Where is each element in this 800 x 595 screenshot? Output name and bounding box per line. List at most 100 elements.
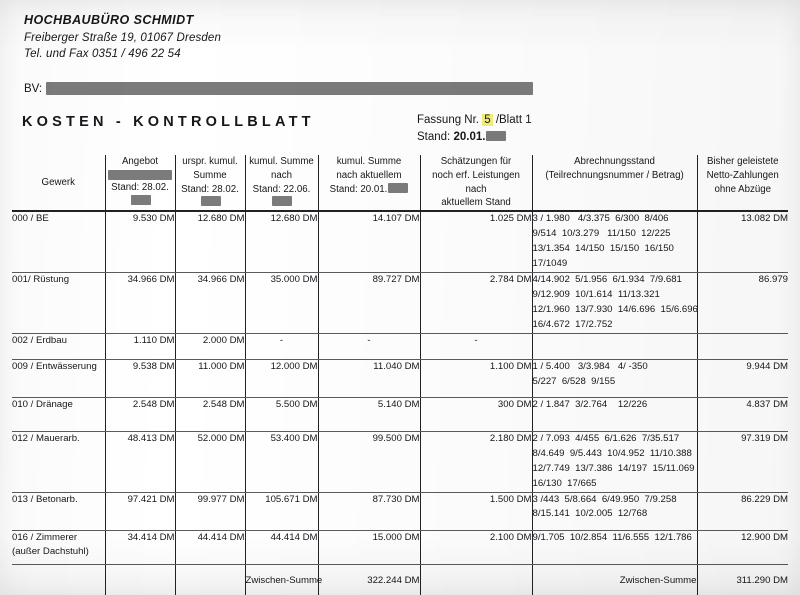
page-title: KOSTEN - KONTROLLBLATT	[22, 114, 315, 130]
kumul-nach-stand-year-redaction	[272, 196, 292, 207]
col-header-schaetzungen: Schätzungen für noch erf. Leistungen nac…	[419, 155, 533, 213]
cell-netto-zahlungen: 9.944 DM	[696, 359, 788, 398]
company-address: Freiberger Straße 19, 01067 Dresden	[24, 31, 222, 44]
cell-kumul-nach: 5.500 DM	[244, 397, 319, 432]
table-row: 016 / Zimmerer (außer Dachstuhl) 34.414 DM…	[12, 530, 788, 565]
cell-kumul-aktuell: 11.040 DM	[317, 359, 421, 398]
cell-angebot: 34.414 DM	[104, 530, 176, 565]
col-header-angebot-stand: Stand: 28.02.	[111, 181, 169, 193]
cell-schaetzungen: 2.100 DM	[419, 530, 533, 565]
cell-kumul-nach: 53.400 DM	[244, 431, 319, 493]
fassung-block: Fassung Nr. 5 /Blatt 1 Stand: 20.01.	[417, 112, 532, 147]
gewerk-label: 012 / Mauerarb.	[12, 432, 80, 444]
col-header-urspr-kumul-stand: Stand: 28.02.	[181, 183, 239, 195]
stand-label: Stand:	[417, 131, 451, 144]
gewerk-label: 009 / Entwässerung	[12, 360, 97, 372]
col-header-abrechnungsstand: Abrechnungsstand (Teilrechnungsnummer / …	[531, 155, 698, 213]
table-header: Gewerk Angebot Stand: 28.02. urspr. kumu…	[12, 155, 788, 213]
letterhead: HOCHBAUBÜRO SCHMIDT Freiberger Straße 19…	[24, 12, 221, 62]
table-row: 002 / Erdbau 1.110 DM 2.000 DM - - -	[12, 333, 788, 360]
cell-abrechnungsstand: 9/1.705 10/2.854 11/6.555 12/1.786	[531, 530, 698, 565]
cell-abrechnungsstand: 2 / 7.093 4/455 6/1.626 7/35.517 8/4.649 …	[531, 431, 698, 493]
stand-value: 20.01.	[453, 131, 486, 144]
cell-angebot: 34.966 DM	[104, 272, 176, 334]
cell-netto-zahlungen: 4.837 DM	[696, 397, 788, 432]
cell-schaetzungen: 2.784 DM	[419, 272, 533, 334]
cell-netto-zahlungen: 86.979	[696, 272, 788, 334]
bv-redaction-bar	[46, 82, 534, 95]
cell-gewerk: 009 / Entwässerung	[12, 359, 106, 398]
col-header-kumul-aktuell-line1: kumul. Summe	[336, 156, 402, 167]
cell-kumul-aktuell: 89.727 DM	[317, 272, 421, 334]
col-header-urspr-kumul: urspr. kumul. Summe Stand: 28.02.	[174, 155, 246, 213]
urspr-stand-year-redaction	[200, 196, 221, 207]
cell-kumul-aktuell: 5.140 DM	[317, 397, 421, 432]
summary-spacer-gewerk	[12, 564, 106, 595]
fassung-prefix: Fassung Nr.	[417, 114, 479, 126]
abrechnung-line: 17/1049	[532, 257, 568, 269]
cell-urspr-kumul: 2.548 DM	[174, 397, 246, 432]
col-header-schaetzungen-line1: Schätzungen für	[440, 156, 512, 167]
cell-angebot: 2.548 DM	[104, 397, 176, 432]
cell-angebot: 1.110 DM	[104, 333, 176, 360]
abrechnung-line: 1 / 5.400 3/3.984 4/ -350	[532, 360, 648, 372]
cell-gewerk: 002 / Erdbau	[12, 333, 106, 360]
cell-kumul-nach: 105.671 DM	[244, 492, 319, 531]
abrechnung-line: 8/4.649 9/5.443 10/4.952 11/10.388	[532, 447, 692, 459]
zwischensumme-label-right: Zwischen-Summe	[531, 564, 698, 595]
cell-kumul-aktuell: 14.107 DM	[317, 211, 421, 273]
abrechnung-line: 13/1.354 14/150 15/150 16/150	[532, 242, 674, 254]
cell-gewerk: 000 / BE	[12, 211, 106, 273]
summary-row: Zwischen-Summe 322.244 DM Zwischen-Summe 31…	[12, 564, 788, 595]
kumul-aktuell-stand-year-redaction	[388, 182, 409, 193]
cell-abrechnungsstand: 2 / 1.847 3/2.764 12/226	[531, 397, 698, 432]
company-phone: Tel. und Fax 0351 / 496 22 54	[24, 48, 181, 61]
abrechnung-line: 5/227 6/528 9/155	[532, 375, 616, 387]
gewerk-label: 016 / Zimmerer	[12, 531, 78, 543]
gewerk-label: 002 / Erdbau	[12, 334, 67, 346]
cell-angebot: 9.538 DM	[104, 359, 176, 398]
kosten-kontrollblatt-table: Gewerk Angebot Stand: 28.02. urspr. kumu…	[12, 155, 788, 595]
stand-line: Stand: 20.01.	[417, 129, 532, 146]
col-header-netto: Bisher geleistete Netto-Zahlungen ohne A…	[696, 155, 788, 213]
cell-urspr-kumul: 44.414 DM	[174, 530, 246, 565]
cell-urspr-kumul: 2.000 DM	[174, 333, 246, 360]
abrechnung-line: 9/514 10/3.279 11/150 12/225	[532, 228, 671, 240]
table-row: 000 / BE 9.530 DM 12.680 DM 12.680 DM 14.107…	[12, 211, 788, 273]
col-header-abrechnungsstand-line2: (Teilrechnungsnummer / Betrag)	[545, 169, 684, 181]
fassung-sheet: /Blatt 1	[495, 114, 532, 126]
gewerk-label: 013 / Betonarb.	[12, 493, 78, 505]
gewerk-label: 001/ Rüstung	[12, 273, 70, 285]
col-header-gewerk: Gewerk	[12, 155, 106, 213]
abrechnung-line: 16/130 17/665	[532, 477, 597, 489]
cell-netto-zahlungen	[696, 333, 788, 360]
cell-kumul-nach: 44.414 DM	[244, 530, 319, 565]
table-row: 001/ Rüstung 34.966 DM 34.966 DM 35.000 DM 8…	[12, 272, 788, 334]
abrechnung-line: 2 / 1.847 3/2.764 12/226	[532, 398, 648, 410]
cell-angebot: 97.421 DM	[104, 492, 176, 531]
gewerk-sublabel: (außer Dachstuhl)	[12, 546, 89, 558]
cell-schaetzungen: 2.180 DM	[419, 431, 533, 493]
abrechnung-line: 12/1.960 13/7.930 14/6.696 15/6.696	[532, 303, 698, 315]
cell-netto-zahlungen: 12.900 DM	[696, 530, 788, 565]
company-name: HOCHBAUBÜRO SCHMIDT	[24, 13, 194, 27]
cell-urspr-kumul: 34.966 DM	[174, 272, 246, 334]
bv-label: BV:	[24, 82, 43, 95]
col-header-kumul-aktuell-line2: nach aktuellem	[336, 169, 402, 181]
fassung-number: 5	[482, 114, 493, 126]
col-header-angebot: Angebot Stand: 28.02.	[104, 155, 176, 213]
cell-urspr-kumul: 52.000 DM	[174, 431, 246, 493]
abrechnung-line: 16/4.672 17/2.752	[532, 318, 613, 330]
col-header-urspr-kumul-line2: Summe	[193, 169, 227, 181]
cell-urspr-kumul: 99.977 DM	[174, 492, 246, 531]
table-row: 010 / Dränage 2.548 DM 2.548 DM 5.500 DM 5.1…	[12, 397, 788, 432]
abrechnung-line: 4/14.902 5/1.956 6/1.934 7/9.681	[532, 273, 682, 285]
col-header-kumul-nach: kumul. Summe nach Stand: 22.06.	[244, 155, 319, 213]
zwischensumme-label-left: Zwischen-Summe	[244, 564, 322, 595]
col-header-netto-line3: ohne Abzüge	[714, 183, 772, 195]
abrechnung-line: 9/12.909 10/1.614 11/13.321	[532, 288, 660, 300]
cell-netto-zahlungen: 86.229 DM	[696, 492, 788, 531]
gewerk-label: 000 / BE	[12, 213, 49, 225]
abrechnung-line: 8/15.141 10/2.005 12/768	[532, 508, 648, 520]
